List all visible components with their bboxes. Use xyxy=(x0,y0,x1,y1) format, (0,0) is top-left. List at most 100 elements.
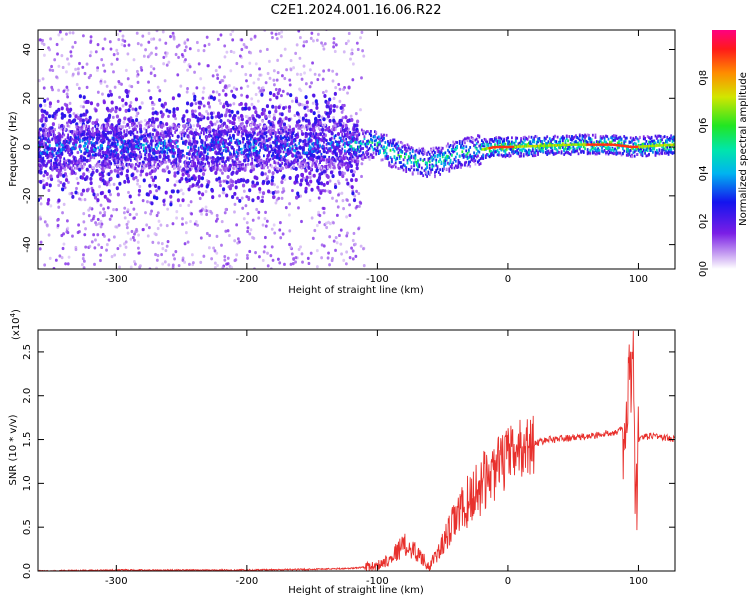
spectrogram-noise-mark xyxy=(110,62,114,66)
spectrogram-noise-mark xyxy=(132,216,136,220)
spectrogram-noise-mark xyxy=(248,249,252,254)
spectrogram-noise-mark xyxy=(154,183,158,188)
spectrogram-noise-mark xyxy=(309,251,313,255)
spectrogram-noise-mark xyxy=(169,35,172,39)
spectrogram-noise-mark xyxy=(222,104,226,109)
spectrogram-noise-mark xyxy=(330,131,334,136)
spectrogram-noise-mark xyxy=(42,86,46,90)
spectrogram-noise-mark xyxy=(325,225,329,230)
spectrogram-band-mark xyxy=(230,145,233,149)
spectrogram-noise-mark xyxy=(135,114,139,118)
spectrogram-noise-mark xyxy=(47,114,52,119)
spectrogram-noise-mark xyxy=(112,235,116,239)
spectrogram-band-mark xyxy=(464,163,466,167)
spectrogram-noise-mark xyxy=(116,246,120,251)
spectrogram-band-mark xyxy=(384,141,387,144)
spectrogram-noise-mark xyxy=(260,92,264,97)
spectrogram-noise-mark xyxy=(156,226,160,231)
spectrogram-noise-mark xyxy=(329,170,334,175)
spectrogram-noise-mark xyxy=(271,190,275,195)
spectrogram-noise-mark xyxy=(192,113,196,118)
spectrogram-noise-mark xyxy=(126,220,130,224)
spectrogram-noise-mark xyxy=(212,96,216,101)
spectrogram-band-mark xyxy=(334,159,337,163)
spectrogram-noise-mark xyxy=(99,253,103,257)
spectrogram-noise-mark xyxy=(212,246,216,250)
spectrogram-noise-mark xyxy=(55,75,58,79)
spectrogram-noise-mark xyxy=(76,115,81,120)
spectrogram-noise-mark xyxy=(180,26,183,29)
spectrogram-noise-mark xyxy=(151,178,155,183)
spectrogram-noise-mark xyxy=(161,112,165,117)
spectrogram-noise-mark xyxy=(185,109,189,114)
spectrogram-noise-mark xyxy=(198,196,202,201)
spectrogram-noise-mark xyxy=(137,193,141,197)
spectrogram-noise-mark xyxy=(185,101,190,106)
spectrogram-noise-mark xyxy=(294,256,298,260)
spectrogram-band-mark xyxy=(347,141,350,144)
spectrogram-noise-mark xyxy=(309,179,313,184)
spectrogram-noise-mark xyxy=(74,140,78,145)
spectrogram-band-mark xyxy=(273,125,276,129)
spectrogram-noise-mark xyxy=(85,188,89,193)
spectrogram-band-mark xyxy=(330,136,333,140)
spectrogram-noise-mark xyxy=(150,175,154,179)
spectrogram-noise-mark xyxy=(160,242,164,246)
spectrogram-band-mark xyxy=(393,155,396,159)
spectrogram-band-mark xyxy=(206,148,209,152)
spectrogram-band-mark xyxy=(218,160,221,164)
spectrogram-band-mark xyxy=(123,165,126,169)
spectrogram-band-mark xyxy=(118,157,120,161)
spectrogram-band-mark xyxy=(93,144,96,148)
spectrogram-noise-mark xyxy=(141,228,145,232)
spectrogram-noise-mark xyxy=(193,109,197,113)
spectrogram-noise-mark xyxy=(338,118,342,123)
spectrogram-noise-mark xyxy=(76,181,80,185)
spectrogram-band-mark xyxy=(300,155,303,159)
spectrogram-band-mark xyxy=(184,142,187,146)
spectrogram-band-mark xyxy=(410,161,413,164)
spectrogram-noise-mark xyxy=(252,127,256,132)
spectrogram-noise-mark xyxy=(289,58,293,63)
spectrogram-band-mark xyxy=(279,126,282,130)
spectrogram-band-mark xyxy=(208,161,210,165)
spectrogram-noise-mark xyxy=(210,257,214,261)
spectrogram-noise-mark xyxy=(254,251,257,255)
spectrogram-noise-mark xyxy=(256,195,260,200)
spectrogram-noise-mark xyxy=(89,181,93,186)
spectrogram-noise-mark xyxy=(127,117,131,122)
spectrogram-noise-mark xyxy=(318,120,322,125)
spectrogram-noise-mark xyxy=(90,240,94,244)
spectrogram-band-mark xyxy=(213,141,216,144)
spectrogram-noise-mark xyxy=(205,184,209,189)
spectrogram-noise-mark xyxy=(261,258,265,263)
spectrogram-band-mark xyxy=(320,152,323,156)
spectrogram-noise-mark xyxy=(277,31,281,36)
spectrogram-noise-mark xyxy=(321,188,325,193)
spectrogram-noise-mark xyxy=(56,223,60,228)
spectrogram-band-mark xyxy=(123,153,126,157)
spectrogram-band-mark xyxy=(180,133,183,136)
spectrogram-noise-mark xyxy=(199,260,203,265)
spectrogram-band-mark xyxy=(95,141,98,145)
spectrogram-band-mark xyxy=(72,141,75,145)
spectrogram-noise-mark xyxy=(96,68,99,72)
spectrogram-noise-mark xyxy=(70,171,74,176)
spectrogram-noise-mark xyxy=(289,245,293,249)
spectrogram-noise-mark xyxy=(151,240,155,244)
spectrogram-noise-mark xyxy=(257,210,261,214)
spectrogram-noise-mark xyxy=(351,62,355,66)
spectrogram-band-mark xyxy=(93,156,96,160)
spectrogram-noise-mark xyxy=(103,234,106,238)
spectrogram-noise-mark xyxy=(273,231,277,235)
spectrogram-noise-mark xyxy=(297,206,300,210)
spectrogram-noise-mark xyxy=(305,39,308,44)
spectrogram-noise-mark xyxy=(224,92,228,97)
spectrogram-noise-mark xyxy=(274,87,278,92)
spectrogram-noise-mark xyxy=(78,197,81,201)
spectrogram-noise-mark xyxy=(194,219,198,224)
spectrogram-band-mark xyxy=(246,158,248,162)
spectrogram-band-mark xyxy=(136,124,139,128)
spectrogram-noise-mark xyxy=(157,24,160,27)
spectrogram-noise-mark xyxy=(126,231,130,235)
